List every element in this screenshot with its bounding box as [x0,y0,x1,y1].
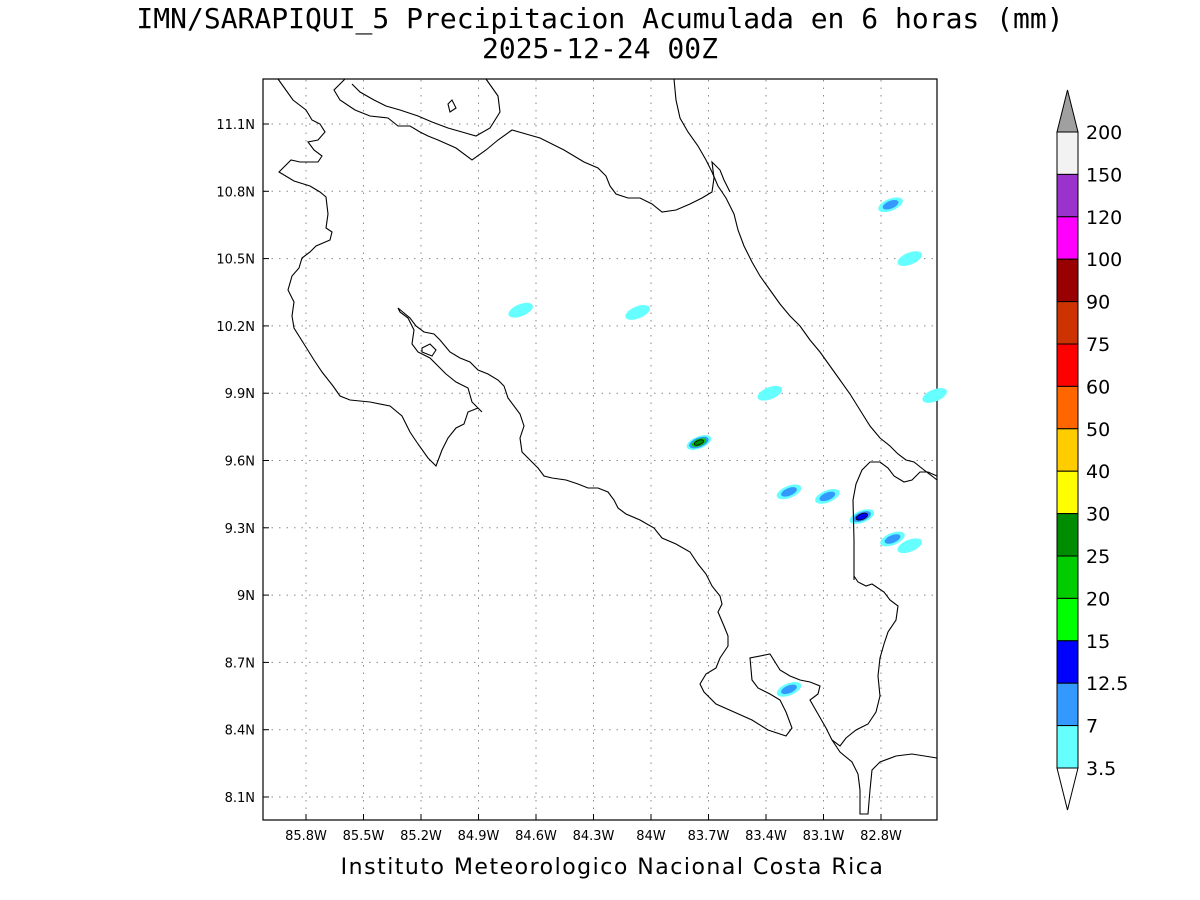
y-tick-label: 11.1N [216,118,255,133]
legend-level-label: 3.5 [1086,758,1116,780]
y-tick-label: 8.7N [225,656,255,671]
legend-level-label: 50 [1086,419,1110,441]
legend-level-label: 90 [1086,292,1110,314]
legend-color-box [1056,173,1079,218]
legend-color-box [1056,385,1079,430]
y-tick-label: 9.6N [225,455,255,470]
colorbar-legend: 200 150 120 100 90 75 60 50 40 30 25 20 15 12.5 7 3.5 [1056,89,1128,811]
precip-contour [884,534,901,544]
burica-peninsula [831,739,938,815]
legend-level-label: 30 [1086,504,1110,526]
precipitation-field [508,197,947,697]
precip-contour [693,439,704,446]
legend-over-arrow [1056,89,1079,133]
legend-color-box [1056,555,1079,599]
panama-border [852,461,938,580]
legend-level-label: 40 [1086,461,1110,483]
precip-contour [897,251,923,266]
precip-contour [922,388,947,403]
coastline [277,78,938,815]
y-tick-label: 9N [237,589,255,604]
x-tick-label: 82.8W [860,829,902,844]
precip-contour [882,200,899,210]
northern-coastline [333,78,731,213]
precip-contour [508,302,533,318]
y-tick-label: 10.5N [216,253,255,268]
y-tick-label: 8.1N [225,791,255,806]
legend-color-box [1056,131,1079,175]
lake-islet [447,99,457,113]
y-tick-label: 10.2N [216,320,255,335]
precip-contour [757,385,783,401]
x-tick-label: 84.6W [515,829,557,844]
legend-level-label: 200 [1086,122,1122,144]
legend-color-box [1056,725,1079,769]
x-tick-label: 85.5W [343,829,385,844]
legend-color-box [1056,216,1079,260]
legend-color-box [1056,597,1079,642]
precip-contour [819,491,836,502]
x-tick-label: 84.9W [458,829,500,844]
legend-level-label: 20 [1086,588,1110,610]
precip-contour [781,684,797,695]
legend-level-label: 7 [1086,716,1098,738]
pacific-coastline [277,78,899,747]
legend-color-box [1056,343,1079,387]
precip-contour [625,305,650,320]
graticule [264,80,936,819]
legend-color-box [1056,640,1079,684]
legend-level-label: 25 [1086,546,1110,568]
legend-level-label: 100 [1086,249,1122,271]
legend-level-label: 120 [1086,207,1122,229]
x-tick-label: 84W [636,829,666,844]
legend-level-label: 75 [1086,334,1110,356]
precip-contour [855,512,869,521]
legend-color-box [1056,258,1079,303]
legend-color-box [1056,682,1079,727]
legend-color-box [1056,513,1079,557]
legend-level-label: 15 [1086,631,1110,653]
x-tick-label: 85.8W [285,829,327,844]
chart-subtitle-date: 2025-12-24 00Z [481,32,718,65]
legend-color-box [1056,470,1079,515]
x-tick-label: 83.1W [803,829,845,844]
map-frame [262,78,938,821]
legend-level-label: 150 [1086,164,1122,186]
precip-contour [781,487,797,497]
precip-contour [897,538,923,554]
nicaragua-lake-shore [351,78,501,137]
legend-under-arrow [1056,767,1079,811]
axes: 85.8W 85.5W 85.2W 84.9W 84.6W 84.3W 84W 83.7W 83… [216,118,902,844]
y-tick-label: 9.3N [225,522,255,537]
footer-credit: Instituto Meteorologico Nacional Costa R… [340,855,885,880]
legend-color-box [1056,428,1079,472]
caribbean-coastline [673,78,938,481]
legend-color-box [1056,301,1079,345]
gulf-island [421,343,437,357]
y-tick-label: 8.4N [225,724,255,739]
x-tick-label: 83.7W [688,829,730,844]
x-tick-label: 84.3W [573,829,615,844]
x-tick-label: 85.2W [400,829,442,844]
x-tick-label: 83.4W [745,829,787,844]
y-tick-label: 9.9N [225,387,255,402]
chart-title: IMN/SARAPIQUI_5 Precipitacion Acumulada … [136,2,1064,35]
legend-level-label: 60 [1086,376,1110,398]
legend-level-label: 12.5 [1086,673,1128,695]
y-tick-label: 10.8N [216,185,255,200]
